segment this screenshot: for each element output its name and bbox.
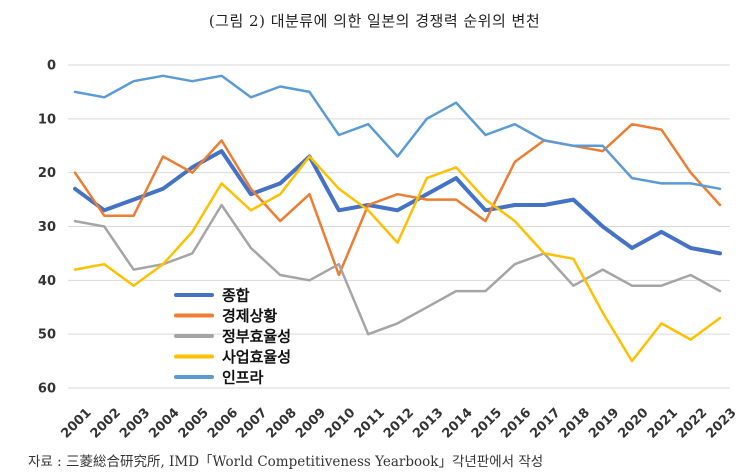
x-tick-label-2019: 2019	[586, 405, 622, 441]
legend-label-3: 정부효율성	[222, 328, 291, 346]
x-tick-label-2003: 2003	[117, 405, 153, 441]
x-tick-label-2017: 2017	[528, 405, 564, 441]
y-tick-label-0: 0	[47, 59, 56, 74]
x-tick-label-2008: 2008	[264, 405, 300, 441]
x-tick-label-2016: 2016	[498, 405, 534, 441]
gridlines	[68, 64, 730, 389]
chart-title: (그림 2) 대분류에 의한 일본의 경쟁력 순위의 변천	[208, 12, 541, 30]
series-line-4	[73, 155, 722, 363]
x-tick-label-2015: 2015	[469, 405, 505, 441]
source-note: 자료 : 三菱総合研究所, IMD「World Competitiveness …	[28, 454, 544, 470]
x-tick-label-2022: 2022	[674, 405, 710, 441]
series-line-5	[73, 74, 722, 191]
y-tick-label-20: 20	[38, 166, 56, 181]
legend-label-4: 사업효율성	[222, 348, 291, 366]
x-tick-label-2006: 2006	[205, 405, 241, 441]
x-tick-label-2007: 2007	[234, 405, 270, 441]
x-tick-label-2012: 2012	[381, 405, 417, 441]
series-line-3	[73, 203, 722, 336]
x-tick-label-2005: 2005	[176, 405, 212, 441]
x-tick-label-2023: 2023	[703, 405, 739, 441]
legend-label-5: 인프라	[222, 369, 264, 387]
x-tick-label-2009: 2009	[293, 405, 329, 441]
x-tick-label-2004: 2004	[146, 405, 182, 441]
x-tick-label-2001: 2001	[58, 405, 94, 441]
y-tick-label-30: 30	[38, 220, 56, 235]
legend-label-1: 종합	[222, 287, 250, 305]
y-axis: 0 10 20 30 40 50 60	[38, 59, 56, 397]
y-tick-label-40: 40	[38, 274, 56, 289]
x-tick-label-2014: 2014	[440, 405, 476, 441]
x-axis: 2001200220032004200520062007200820092010…	[58, 405, 739, 441]
series-line-2	[73, 122, 722, 277]
y-tick-label-60: 60	[38, 382, 56, 397]
y-tick-label-50: 50	[38, 328, 56, 343]
series-lines	[73, 74, 722, 363]
x-tick-label-2002: 2002	[88, 405, 124, 441]
x-tick-label-2010: 2010	[322, 405, 358, 441]
x-tick-label-2021: 2021	[645, 405, 681, 441]
y-tick-label-10: 10	[38, 112, 56, 127]
series-line-1	[73, 149, 722, 256]
legend-label-2: 경제상황	[222, 307, 277, 325]
x-tick-label-2018: 2018	[557, 405, 593, 441]
x-tick-label-2013: 2013	[410, 405, 446, 441]
x-tick-label-2020: 2020	[615, 405, 651, 441]
x-tick-label-2011: 2011	[352, 405, 388, 441]
